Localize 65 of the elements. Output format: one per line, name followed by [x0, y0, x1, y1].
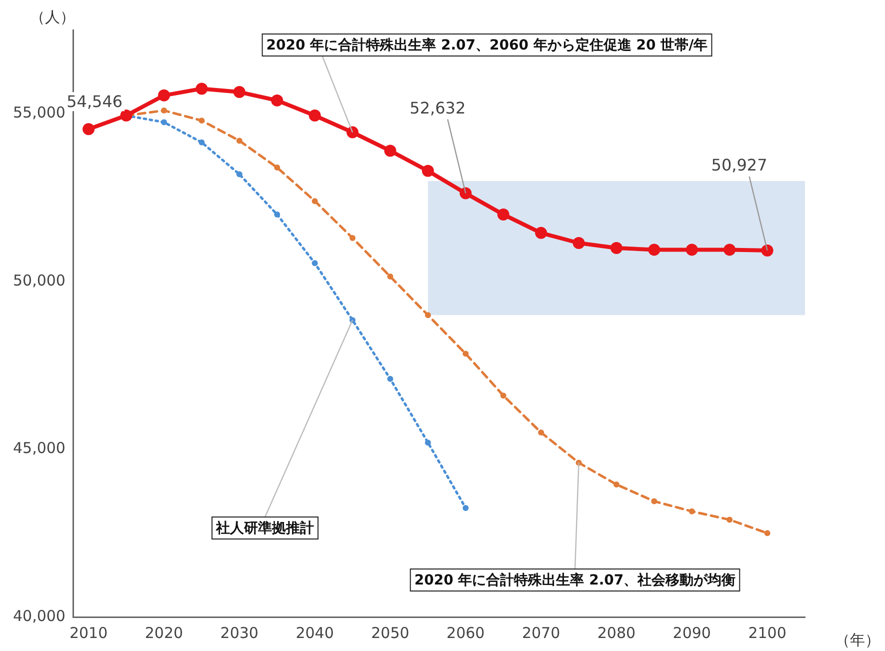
point	[308, 110, 321, 122]
x-tick-label: 2090	[672, 624, 711, 642]
point	[236, 138, 242, 144]
point	[198, 118, 205, 124]
point	[387, 376, 394, 382]
point	[538, 430, 544, 436]
point	[384, 144, 396, 157]
data-label: 50,927	[711, 155, 768, 174]
point	[761, 244, 774, 256]
point	[648, 244, 660, 256]
point	[120, 110, 132, 122]
point	[274, 211, 280, 218]
point	[610, 242, 622, 254]
point	[233, 86, 246, 98]
point	[424, 440, 431, 446]
x-tick-label: 2070	[522, 624, 560, 642]
point	[160, 108, 167, 114]
point	[500, 392, 506, 399]
text: 社人研準拠推計	[215, 520, 314, 537]
x-tick-label: 2080	[597, 624, 636, 642]
point	[651, 498, 658, 504]
point	[535, 226, 548, 239]
point	[198, 139, 205, 146]
point	[686, 244, 698, 256]
data-label: 54,546	[66, 92, 123, 112]
point	[724, 244, 736, 256]
point	[271, 94, 284, 106]
point	[82, 123, 95, 136]
point	[726, 516, 733, 523]
point	[462, 504, 469, 511]
point	[196, 82, 208, 95]
point	[160, 119, 167, 126]
data-label: 52,632	[410, 98, 466, 118]
point	[497, 208, 510, 220]
point	[572, 236, 585, 249]
point	[346, 126, 359, 138]
y-axis-title: （人）	[30, 8, 75, 26]
point	[387, 274, 394, 280]
x-tick-label: 2050	[371, 624, 410, 642]
point	[158, 89, 170, 102]
point	[462, 350, 469, 357]
y-tick-label: 50,000	[12, 271, 66, 290]
point	[613, 482, 620, 488]
point	[312, 198, 318, 204]
point	[688, 508, 695, 514]
y-tick-label: 40,000	[12, 606, 66, 625]
point	[460, 187, 472, 200]
x-tick-label: 2020	[144, 624, 184, 642]
x-tick-label: 2010	[69, 624, 108, 642]
point	[424, 312, 431, 318]
x-axis-title: （年）	[835, 631, 880, 649]
point	[312, 260, 318, 266]
x-tick-label: 2060	[446, 624, 485, 642]
x-tick-label: 2100	[748, 624, 786, 642]
y-tick-label: 55,000	[12, 104, 66, 122]
text: 2020 年に合計特殊出生率 2.07、2060 年から定住促進 20 世帯/年	[266, 36, 708, 54]
x-tick-label: 2030	[220, 624, 258, 642]
point	[274, 164, 280, 171]
point	[350, 234, 356, 241]
y-tick-label: 45,000	[12, 439, 66, 458]
point	[764, 530, 770, 536]
text: 2020 年に合計特殊出生率 2.07、社会移動が均衡	[414, 572, 736, 589]
point	[236, 171, 242, 178]
point	[422, 164, 434, 177]
x-tick-label: 2040	[296, 624, 334, 642]
